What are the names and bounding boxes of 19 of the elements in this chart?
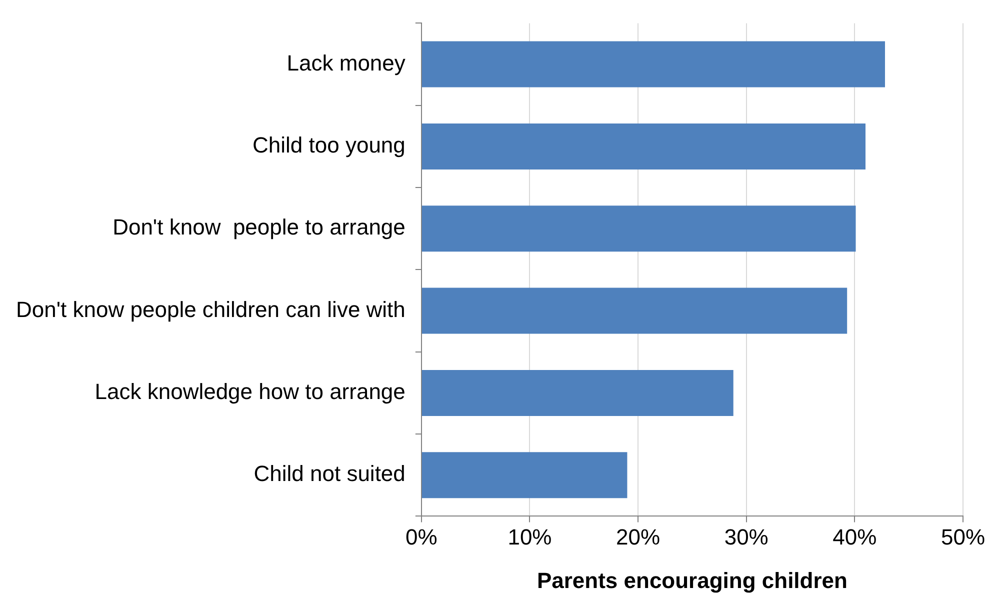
x-tick-label: 20% — [616, 524, 660, 550]
x-tick-label: 50% — [940, 524, 986, 550]
bar — [422, 452, 628, 498]
bar — [422, 288, 848, 334]
x-tick-label: 30% — [724, 524, 768, 550]
y-tick-label: Don't know people to arrange — [112, 214, 406, 240]
y-tick-label: Lack money — [286, 50, 406, 76]
y-tick-label: Child not suited — [254, 461, 406, 486]
x-tick-label: 10% — [508, 524, 552, 550]
bar — [422, 370, 734, 416]
y-tick-label: Don't know people children can live with — [16, 296, 406, 322]
bar — [422, 206, 856, 252]
x-tick-label: 0% — [406, 524, 438, 550]
bar — [422, 123, 866, 170]
bar — [422, 41, 885, 88]
y-tick-label: Lack knowledge how to arrange — [94, 379, 406, 404]
y-tick-label: Child too young — [252, 132, 406, 158]
x-tick-label: 40% — [832, 524, 877, 550]
x-axis-title: Parents encouraging children — [536, 568, 848, 593]
